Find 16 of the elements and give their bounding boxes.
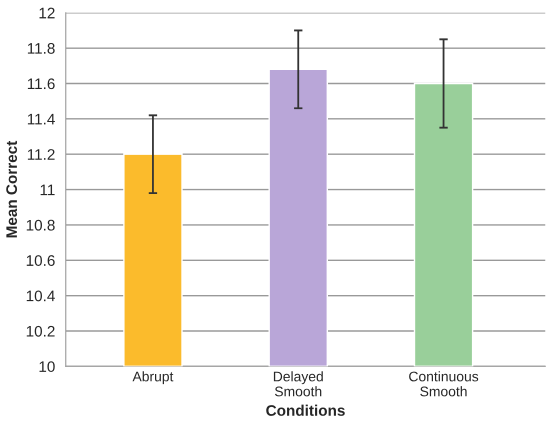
y-axis-title: Mean Correct [6,140,18,238]
x-tick-label: Delayed Smooth [274,371,323,396]
x-tick-label: Continuous Smooth [409,371,478,396]
y-tick-label: 11.6 [28,78,55,90]
y-tick-label: 11.4 [28,114,55,124]
y-tick-label: 11.8 [28,43,55,54]
y-tick-label: 10.8 [26,220,55,231]
y-tick-label: 10.2 [26,326,55,337]
y-tick-label: 10 [40,361,55,372]
x-axis-title: Conditions [266,404,345,416]
y-tick-label: 12 [40,8,55,18]
y-tick-label: 11 [40,184,55,196]
x-tick-label: Abrupt [132,371,174,384]
y-tick-label: 11.2 [28,149,55,160]
y-tick-label: 10.6 [26,255,55,266]
y-tick-label: 10.4 [26,290,55,302]
